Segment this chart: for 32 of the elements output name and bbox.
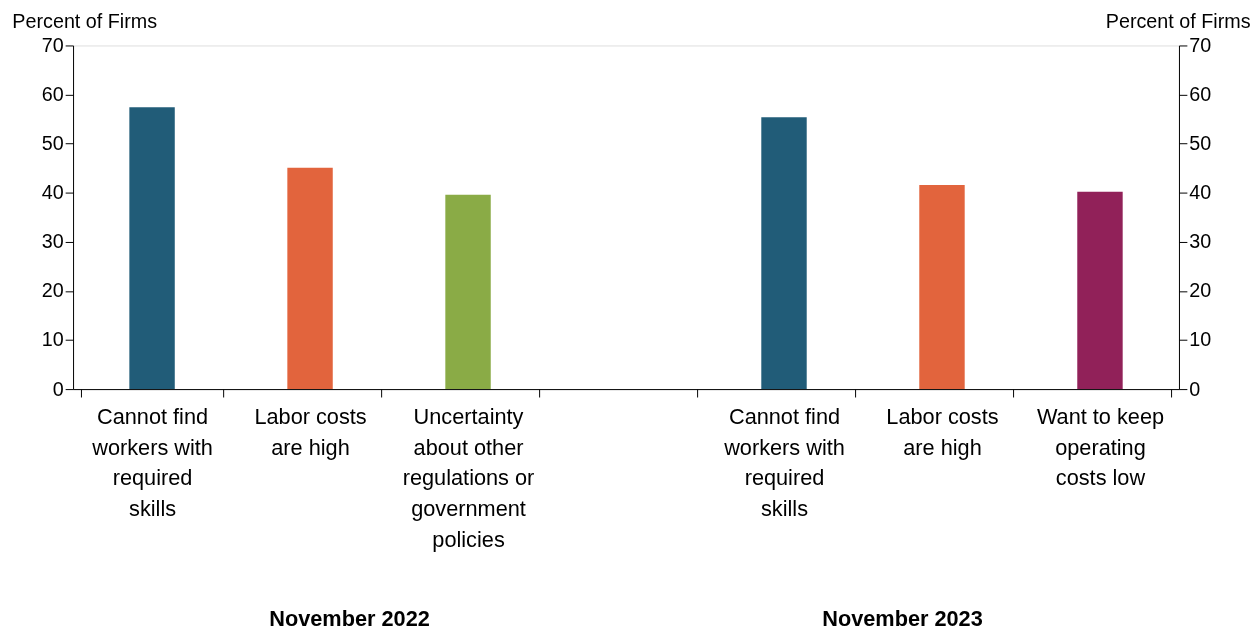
x-tick-label: Cannot find workers with required skills	[91, 404, 213, 521]
x-tick-label: Uncertainty about other regulations or government policies	[402, 404, 535, 552]
y-tick-label: 30	[41, 230, 64, 253]
bar	[287, 167, 333, 390]
y-tick-label: 10	[41, 328, 64, 351]
y-tick-label: 50	[41, 132, 64, 155]
x-tick-label: Want to keep operating costs low	[1036, 404, 1165, 491]
bar	[445, 194, 491, 390]
y-tick-label: 20	[41, 279, 64, 302]
text: November 2023	[822, 606, 983, 632]
x-tick-label: Labor costs are high	[886, 404, 999, 460]
bar	[919, 184, 965, 390]
y-axis-title: Percent of Firms	[12, 10, 158, 33]
bar	[1077, 191, 1123, 390]
y2-tick-label: 30	[1189, 230, 1212, 253]
y-tick-label: 40	[41, 181, 64, 204]
y-tick-label: 60	[41, 82, 64, 105]
y2-tick-label: 70	[1189, 33, 1212, 56]
y2-tick-label: 50	[1189, 132, 1212, 155]
x-tick-label: Labor costs are high	[254, 404, 367, 460]
y-tick-label: 70	[41, 33, 64, 56]
y2-axis-title: Percent of Firms	[1105, 10, 1251, 33]
y-tick-label: 0	[52, 377, 64, 400]
bar	[129, 107, 175, 390]
y2-tick-label: 40	[1189, 181, 1212, 204]
y2-tick-label: 0	[1189, 377, 1201, 400]
text: November 2022	[269, 606, 430, 632]
x-tick-label: Cannot find workers with required skills	[723, 404, 845, 521]
y2-tick-label: 10	[1189, 328, 1212, 351]
bar	[761, 117, 807, 390]
y2-tick-label: 60	[1189, 82, 1212, 105]
y2-tick-label: 20	[1189, 279, 1212, 302]
